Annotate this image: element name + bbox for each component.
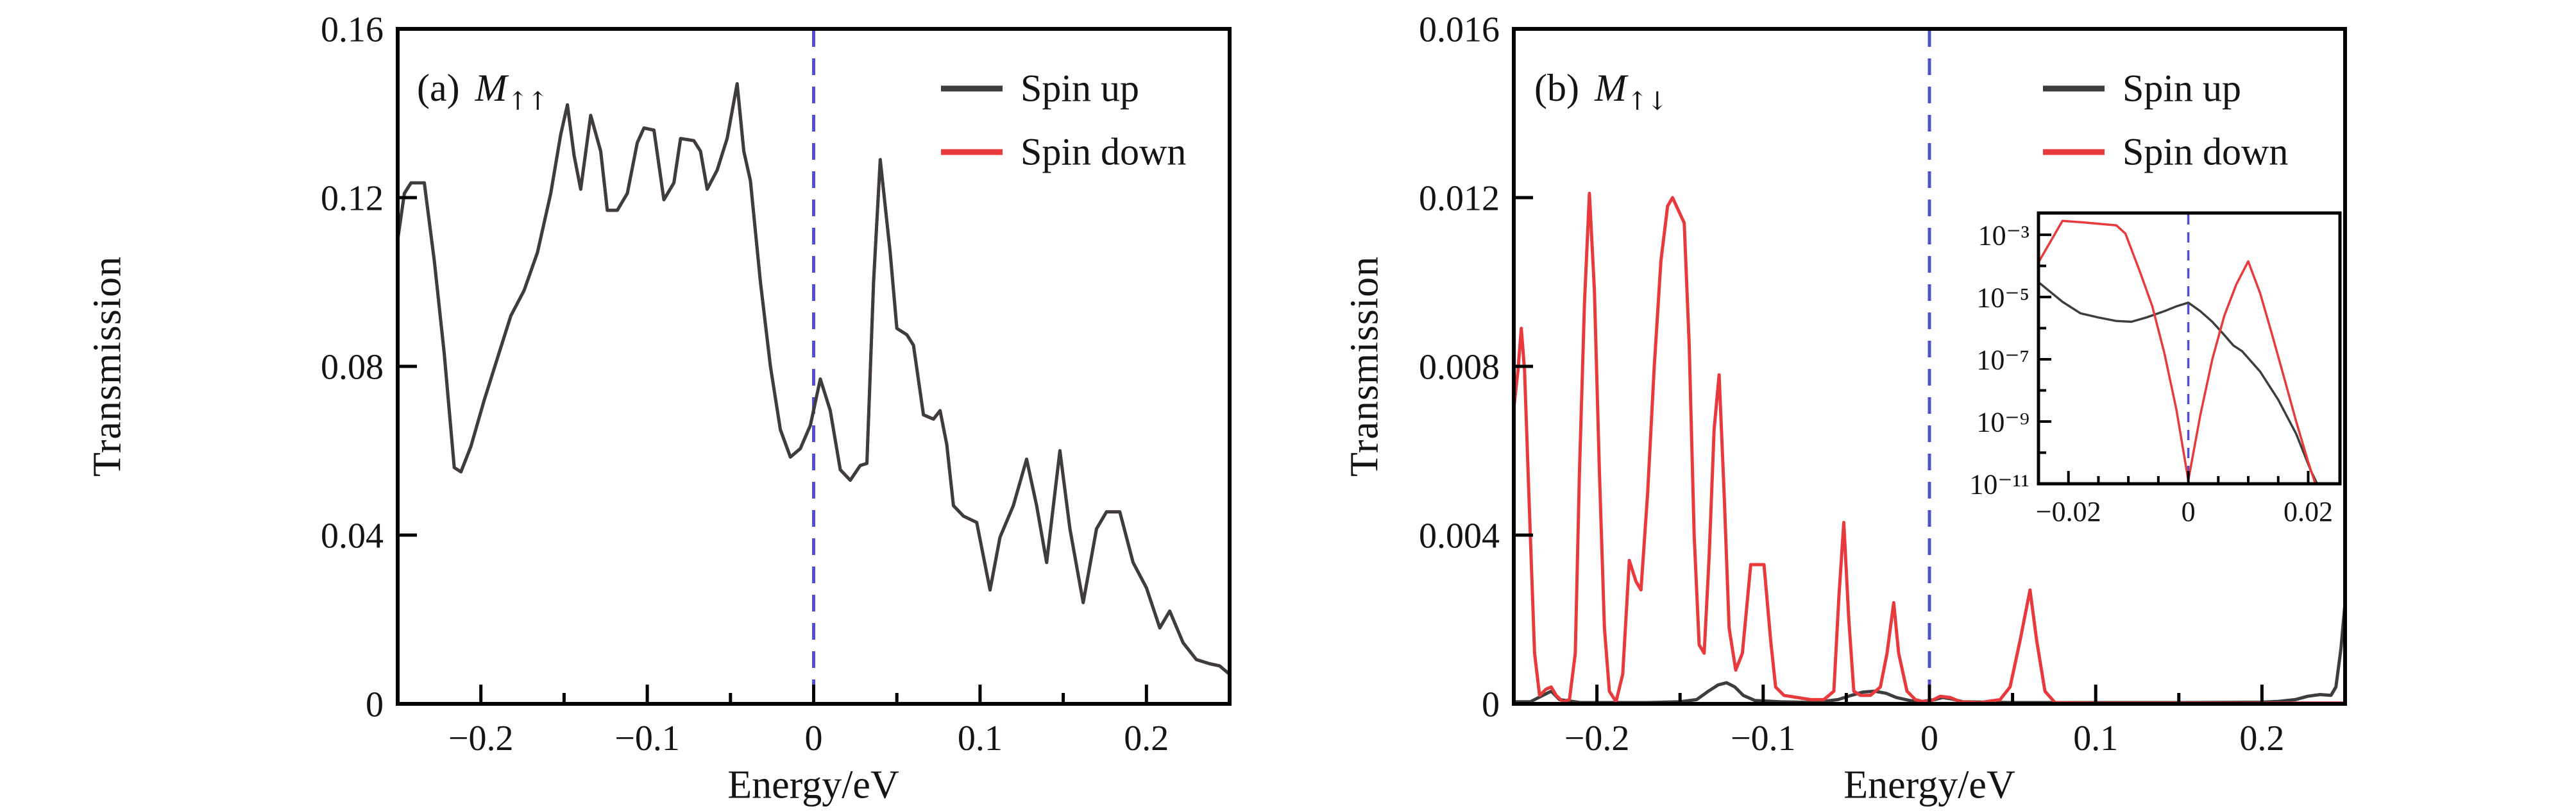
panel-a-symbol-subscript: ↑↑ xyxy=(507,86,548,116)
panel-b-symbol: M xyxy=(1595,67,1627,110)
x-tick-label: −0.1 xyxy=(614,719,680,758)
x-tick-label: 0.02 xyxy=(2284,496,2333,527)
panel-b-index: (b) xyxy=(1534,67,1579,110)
x-tick-label: 0.1 xyxy=(958,719,1003,758)
panel-b-x-axis-title: Energy/eV xyxy=(1843,763,2015,807)
y-tick-label: 10⁻⁵ xyxy=(1976,282,2029,313)
y-tick-label: 0.16 xyxy=(321,10,384,50)
y-tick-label: 0.12 xyxy=(321,179,384,219)
y-tick-label: 10⁻¹¹ xyxy=(1969,468,2029,500)
x-tick-label: −0.02 xyxy=(2036,496,2101,527)
panel-a-x-axis-title: Energy/eV xyxy=(727,763,899,807)
panel-a-y-axis-title: Transmission xyxy=(85,256,130,477)
curve-spin-down xyxy=(2038,219,2317,484)
curve-spin-up xyxy=(398,82,1230,676)
spin-up-line-swatch xyxy=(2043,85,2105,92)
y-tick-label: 0 xyxy=(366,685,384,725)
panel-b-inset-plot: −0.02 0 0.02 10⁻³ 10⁻⁵ 10⁻⁷ 10⁻⁹ 10⁻¹¹ xyxy=(1969,211,2342,527)
spin-down-line-swatch xyxy=(941,149,1003,155)
y-tick-label: 10⁻³ xyxy=(1978,219,2029,251)
x-tick-label: 0.2 xyxy=(1124,719,1169,758)
legend-item-spin-down: Spin down xyxy=(2043,130,2288,175)
panel-b-label: (b) M↑↓ xyxy=(1534,66,1668,116)
panel-b-plot: −0.2 −0.1 0 0.1 0.2 0 0.004 0.008 0.012 0.016 xyxy=(1419,10,2347,758)
legend-item-spin-up: Spin up xyxy=(2043,67,2241,111)
panel-b-symbol-subscript: ↑↓ xyxy=(1626,86,1668,116)
x-tick-label: −0.2 xyxy=(1564,719,1630,758)
y-tick-label: 0.004 xyxy=(1419,516,1500,556)
x-tick-label: −0.1 xyxy=(1731,719,1796,758)
x-tick-label: 0 xyxy=(2182,496,2196,527)
panel-a-symbol: M xyxy=(475,67,507,110)
legend-label: Spin up xyxy=(1021,67,1140,110)
y-tick-label: 0.04 xyxy=(321,516,384,556)
legend-label: Spin up xyxy=(2123,67,2242,110)
x-tick-label: −0.2 xyxy=(448,719,514,758)
spin-up-line-swatch xyxy=(941,85,1003,92)
panel-a-index: (a) xyxy=(417,67,460,110)
x-tick-label: 0 xyxy=(805,719,823,758)
panel-a-plot: −0.2 −0.1 0 0.1 0.2 0 0.04 0.08 0.12 0.16 xyxy=(321,10,1232,758)
y-tick-label: 0.008 xyxy=(1419,348,1500,388)
legend-item-spin-down: Spin down xyxy=(941,130,1186,175)
x-tick-label: 0 xyxy=(1920,719,1938,758)
y-tick-label: 10⁻⁹ xyxy=(1976,406,2029,438)
panel-b-y-axis-title: Transmission xyxy=(1343,256,1387,477)
y-tick-label: 0 xyxy=(1482,685,1500,725)
panel-a-label: (a) M↑↑ xyxy=(417,66,548,116)
y-tick-label: 10⁻⁷ xyxy=(1976,344,2029,375)
x-tick-label: 0.1 xyxy=(2073,719,2118,758)
y-tick-label: 0.012 xyxy=(1419,179,1500,219)
y-tick-label: 0.08 xyxy=(321,348,384,388)
curve-spin-up xyxy=(2038,281,2319,484)
x-tick-label: 0.2 xyxy=(2239,719,2284,758)
spin-down-line-swatch xyxy=(2043,149,2105,155)
legend-label: Spin down xyxy=(1021,130,1187,173)
curve-spin-down xyxy=(1514,191,2345,704)
legend-label: Spin down xyxy=(2123,130,2289,173)
legend-item-spin-up: Spin up xyxy=(941,67,1139,111)
y-tick-label: 0.016 xyxy=(1419,10,1500,50)
